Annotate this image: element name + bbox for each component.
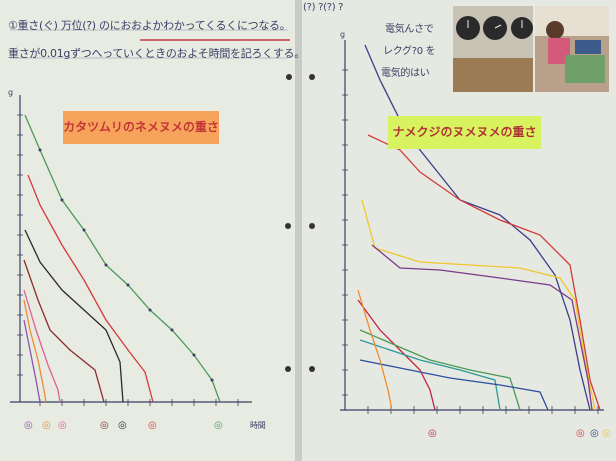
left-curve-purple (23, 319, 41, 403)
note-right-3: 電気的はい (381, 68, 430, 79)
right-curve-purple (371, 244, 593, 411)
right-y-unit: g (340, 30, 345, 39)
magnet (285, 223, 291, 229)
right-curve-orange (357, 289, 393, 411)
right-graph-axes (340, 40, 604, 411)
left-graph-title: カタツムリのネメヌメの重さ (63, 111, 219, 144)
magnet (309, 74, 315, 80)
magnet (286, 74, 292, 80)
right-curve-green (359, 329, 521, 411)
right-curve-yellow (361, 199, 596, 411)
note-right-1: 電気んさで (385, 24, 434, 35)
slug-sticker: ◎ (590, 428, 599, 439)
left-x-unit: 時間 (250, 421, 266, 430)
slug-sticker: ◎ (576, 428, 585, 439)
note-line-2: 重さが0.01gずつへっていくときのおよそ時間を記ろくする。 (8, 47, 305, 60)
left-curve-pink (23, 289, 61, 403)
snail-sticker: ◎ (214, 420, 223, 431)
note-right-top: (?) ?(?) ? (303, 2, 344, 13)
left-graph-yticks (17, 114, 23, 376)
right-graph-yticks (342, 69, 348, 396)
right-graph-title: ナメクジのヌメヌメの重さ (388, 116, 541, 149)
left-graph-curves (23, 114, 221, 403)
left-graph-points (38, 148, 214, 382)
magnet (309, 366, 315, 372)
left-curve-darkred (23, 259, 105, 403)
magnet (309, 223, 315, 229)
left-curve-orange (23, 299, 47, 403)
snail-sticker: ◎ (118, 420, 127, 431)
child-photo-art (535, 6, 609, 92)
right-curve-navy (364, 44, 591, 411)
clocks-photo-art (453, 6, 533, 92)
note-right-2: レクグ?0 を (383, 46, 436, 57)
magnet (285, 366, 291, 372)
snail-sticker: ◎ (148, 420, 157, 431)
right-graph-curves (357, 44, 601, 411)
left-curve-black (24, 229, 124, 403)
left-curve-red (27, 174, 154, 403)
right-curve-darkblue (359, 359, 549, 411)
left-graph-xticks (39, 399, 239, 406)
left-graph-axes (10, 95, 252, 403)
snail-sticker: ◎ (24, 420, 33, 431)
snail-sticker: ◎ (100, 420, 109, 431)
snail-sticker: ◎ (58, 420, 67, 431)
right-curve-crimson (357, 299, 436, 411)
right-curve-red (367, 134, 601, 411)
left-y-unit: g (8, 88, 13, 97)
note-line-1: ①重さ(ぐ) 万位(?) のにおおよかわかってくるくにつなる。 (8, 19, 291, 32)
snail-sticker: ◎ (42, 420, 51, 431)
slug-sticker: ◎ (428, 428, 437, 439)
slug-sticker: ◎ (602, 428, 611, 439)
